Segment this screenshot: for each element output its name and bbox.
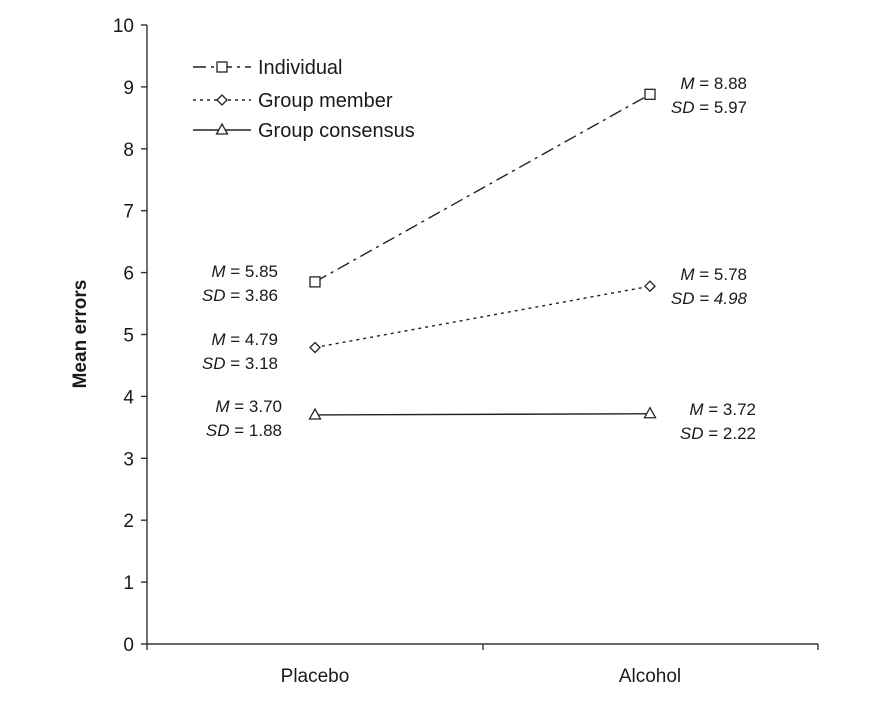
series-line-group-member: [314, 285, 651, 349]
y-axis-title: Mean errors: [70, 280, 91, 389]
series-markers: [308, 88, 657, 420]
data-label-mean-group-consensus: M = 3.72: [689, 400, 756, 419]
data-label-sd-individual: SD = 5.97: [671, 98, 747, 117]
x-tick-label: Alcohol: [619, 666, 681, 687]
y-tick-label: 8: [123, 140, 134, 161]
data-point-group-consensus: [308, 407, 322, 420]
series-lines: [314, 93, 651, 416]
data-label-sd-group-consensus: SD = 1.88: [206, 421, 282, 440]
data-annotations: M = 5.85 SD = 3.86 M = 8.88 SD = 5.97 M = 4.…: [202, 74, 756, 443]
y-tick-label: 6: [123, 264, 134, 285]
y-tick-label: 1: [123, 573, 134, 594]
legend: Individual Group member Group consensus: [193, 57, 415, 142]
y-tick-label: 4: [123, 387, 134, 408]
series-line-individual: [314, 93, 651, 283]
y-tick-label: 2: [123, 511, 134, 532]
data-label-mean-group-member: M = 4.79: [211, 330, 278, 349]
legend-marker-group-member: [216, 94, 228, 106]
data-point-individual: [309, 276, 321, 288]
data-label-sd-group-member: SD = 3.18: [202, 354, 278, 373]
legend-label-group-consensus: Group consensus: [258, 120, 415, 142]
data-point-group-consensus: [643, 406, 657, 419]
legend-marker-individual: [216, 61, 228, 73]
data-point-group-member: [309, 341, 321, 354]
data-point-group-member: [644, 280, 656, 293]
y-tick-label: 5: [123, 326, 134, 347]
legend-marker-group-consensus: [215, 122, 229, 135]
y-tick-label: 7: [123, 202, 134, 223]
y-tick-label: 10: [113, 16, 134, 37]
data-label-sd-individual: SD = 3.86: [202, 286, 278, 305]
data-label-sd-group-consensus: SD = 2.22: [680, 424, 756, 443]
x-axis: Placebo Alcohol: [146, 643, 819, 687]
data-label-mean-group-member: M = 5.78: [680, 265, 747, 284]
y-tick-label: 0: [123, 635, 134, 656]
y-tick-label: 9: [123, 78, 134, 99]
data-label-mean-individual: M = 5.85: [211, 262, 278, 281]
y-tick-label: 3: [123, 449, 134, 470]
legend-label-group-member: Group member: [258, 90, 393, 112]
y-axis: 0 1 2 3 4 5 6 7 8 9 10: [113, 16, 148, 656]
data-point-individual: [644, 88, 656, 100]
legend-label-individual: Individual: [258, 57, 343, 79]
x-tick-label: Placebo: [281, 666, 350, 687]
series-line-group-consensus: [314, 413, 651, 416]
data-label-mean-group-consensus: M = 3.70: [215, 397, 282, 416]
data-label-mean-individual: M = 8.88: [680, 74, 747, 93]
data-label-sd-group-member: SD = 4.98: [671, 289, 748, 308]
